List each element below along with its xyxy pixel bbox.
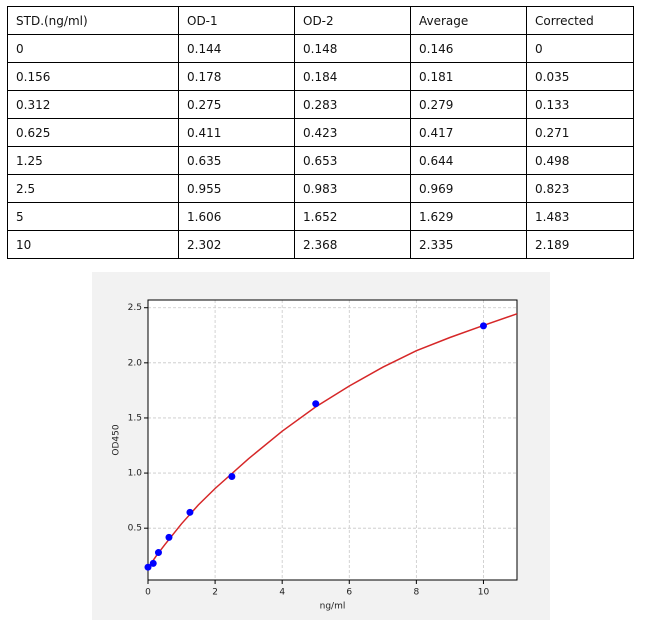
- table-cell: 2.368: [294, 230, 411, 259]
- data-point: [154, 549, 162, 557]
- table-cell: 0.184: [294, 62, 411, 91]
- header-row: STD.(ng/ml) OD-1 OD-2 Average Corrected: [7, 6, 634, 35]
- table-row: 0 0.144 0.148 0.146 0: [7, 34, 634, 63]
- table-cell: 0.181: [410, 62, 527, 91]
- x-tick-label: 0: [145, 588, 151, 598]
- table-cell: 0.625: [7, 118, 179, 147]
- table-row: 0.156 0.178 0.184 0.181 0.035: [7, 62, 634, 91]
- table-cell: 0.312: [7, 90, 179, 119]
- plot-area: [148, 300, 517, 580]
- data-point: [165, 533, 173, 541]
- y-tick-label: 2.5: [128, 303, 142, 313]
- table-row: 0.312 0.275 0.283 0.279 0.133: [7, 90, 634, 119]
- table-cell: 0.411: [178, 118, 295, 147]
- y-tick-label: 0.5: [128, 524, 142, 534]
- table-cell: OD-2: [294, 6, 411, 35]
- table-cell: 0.653: [294, 146, 411, 175]
- table-row: 0.625 0.411 0.423 0.417 0.271: [7, 118, 634, 147]
- y-tick-label: 1.0: [128, 469, 143, 479]
- x-tick-label: 8: [413, 588, 419, 598]
- table-cell: 2.5: [7, 174, 179, 203]
- table-cell: 0.417: [410, 118, 527, 147]
- table-cell: 1.483: [526, 202, 634, 231]
- table-cell: 0.279: [410, 90, 527, 119]
- table-cell: 1.25: [7, 146, 179, 175]
- table-cell: 2.335: [410, 230, 527, 259]
- table-cell: 0.283: [294, 90, 411, 119]
- table-cell: 0: [7, 34, 179, 63]
- table-cell: 0.271: [526, 118, 634, 147]
- table-row: 5 1.606 1.652 1.629 1.483: [7, 202, 634, 231]
- table-cell: 0.148: [294, 34, 411, 63]
- table-cell: 0.275: [178, 90, 295, 119]
- x-tick-label: 4: [279, 588, 285, 598]
- y-tick-label: 1.5: [128, 413, 142, 423]
- table-row: 2.5 0.955 0.983 0.969 0.823: [7, 174, 634, 203]
- data-point: [144, 563, 152, 571]
- table-cell: 0.969: [410, 174, 527, 203]
- x-tick-label: 2: [212, 588, 218, 598]
- table-cell: 0.178: [178, 62, 295, 91]
- std-table: STD.(ng/ml) OD-1 OD-2 Average Corrected 0 0.14…: [7, 6, 634, 259]
- table-cell: 0: [526, 34, 634, 63]
- table-cell: 1.629: [410, 202, 527, 231]
- table-row: 10 2.302 2.368 2.335 2.189: [7, 230, 634, 259]
- data-point: [149, 559, 157, 567]
- table-cell: 0.955: [178, 174, 295, 203]
- table-row: 1.25 0.635 0.653 0.644 0.498: [7, 146, 634, 175]
- table-cell: 0.146: [410, 34, 527, 63]
- data-point: [228, 472, 236, 480]
- y-axis-label: OD450: [112, 424, 122, 455]
- table-cell: 5: [7, 202, 179, 231]
- table-cell: 0.498: [526, 146, 634, 175]
- table-cell: 0.823: [526, 174, 634, 203]
- data-point: [479, 322, 487, 330]
- table-cell: OD-1: [178, 6, 295, 35]
- table-body: STD.(ng/ml) OD-1 OD-2 Average Corrected 0 0.14…: [7, 6, 634, 259]
- table-cell: 2.189: [526, 230, 634, 259]
- table-cell: 0.983: [294, 174, 411, 203]
- chart: 0 2 4 6 8 10 0.5 1.0 1.5 2.0 2.5 ng/ml OD450: [92, 272, 550, 620]
- plot-frame: [147, 299, 518, 581]
- x-tick-label: 6: [346, 588, 352, 598]
- table-cell: 0.144: [178, 34, 295, 63]
- table-cell: 0.635: [178, 146, 295, 175]
- x-axis-label: ng/ml: [320, 602, 346, 612]
- table-cell: 0.156: [7, 62, 179, 91]
- table-cell: STD.(ng/ml): [7, 6, 179, 35]
- table-cell: 1.652: [294, 202, 411, 231]
- y-tick-label: 2.0: [128, 358, 143, 368]
- x-tick-label: 10: [478, 588, 490, 598]
- data-point: [186, 508, 194, 516]
- table-cell: 1.606: [178, 202, 295, 231]
- table-cell: 2.302: [178, 230, 295, 259]
- table-cell: 10: [7, 230, 179, 259]
- table-cell: 0.423: [294, 118, 411, 147]
- table-cell: Average: [410, 6, 527, 35]
- data-point: [312, 400, 320, 408]
- table-cell: 0.644: [410, 146, 527, 175]
- table-cell: 0.133: [526, 90, 634, 119]
- table-cell: 0.035: [526, 62, 634, 91]
- table-cell: Corrected: [526, 6, 634, 35]
